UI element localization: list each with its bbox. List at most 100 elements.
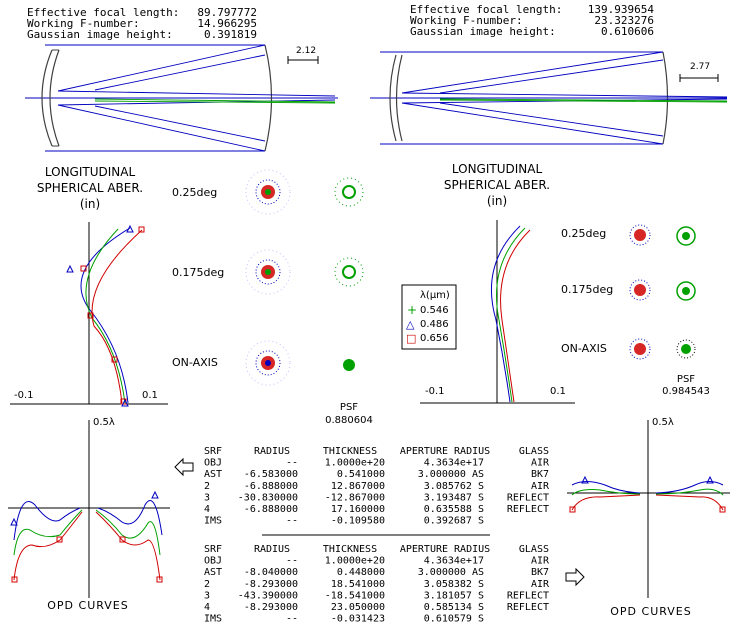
table-cell: 3 xyxy=(204,492,210,503)
left-lsa-marker-red-4 xyxy=(111,356,118,363)
right-scale-label: 2.77 xyxy=(690,62,710,72)
left-efl-label: Effective focal length: xyxy=(27,6,179,19)
table-cell: REFLECT xyxy=(507,492,549,503)
table-cell: AIR xyxy=(531,556,550,567)
table-cell: 4 xyxy=(204,602,210,613)
right-lsa-units: (in) xyxy=(487,194,507,208)
right-field-label-1: 0.25deg xyxy=(561,227,606,240)
table-header: THICKNESS xyxy=(323,544,377,555)
table-cell: -8.293000 xyxy=(244,579,298,590)
left-psf-value: 0.880604 xyxy=(325,415,373,426)
left-primary-mirror xyxy=(264,44,273,152)
right-fno-value: 23.323276 xyxy=(594,14,654,27)
table-2: SRF RADIUS THICKNESS APERTURE RADIUS GLASS OB… xyxy=(204,544,550,625)
table-cell: IMS xyxy=(204,614,222,625)
left-lsa-plot xyxy=(10,222,168,407)
table-cell: -- xyxy=(286,614,298,625)
left-lsa-marker-red-3 xyxy=(87,312,94,319)
right-gih-value: 0.610606 xyxy=(601,25,654,38)
right-lens-layout: 2.77 xyxy=(370,51,728,145)
left-spot-2 xyxy=(245,249,291,295)
table-cell: 0.392687 S xyxy=(424,516,484,527)
right-efl-label: Effective focal length: xyxy=(410,3,562,16)
right-psf-2 xyxy=(676,281,696,301)
right-lsa-title-1: LONGITUDINAL xyxy=(452,162,543,176)
table-header: SRF xyxy=(204,446,222,457)
table-cell: AIR xyxy=(531,579,550,590)
left-fno-label: Working F-number: xyxy=(27,17,140,30)
left-ray-fan xyxy=(45,44,336,152)
left-psf-3 xyxy=(343,359,355,371)
left-lsa-axis-max: 0.1 xyxy=(142,390,158,401)
right-field-rays xyxy=(439,98,728,103)
legend-value-0656: 0.656 xyxy=(420,333,449,344)
legend-box xyxy=(401,284,457,350)
table-cell: -43.390000 xyxy=(238,590,298,601)
left-opd-curve-red-left xyxy=(13,511,83,581)
table-cell: -30.830000 xyxy=(238,492,298,503)
table-cell: -6.888000 xyxy=(244,481,298,492)
right-lsa-plot xyxy=(420,220,575,404)
left-efl-value: 89.797772 xyxy=(197,6,257,19)
left-field-labels: 0.25deg 0.175deg ON-AXIS xyxy=(172,186,224,369)
table-cell: 1.0000e+20 xyxy=(325,458,385,469)
right-opd-curve-blue-right xyxy=(655,481,724,494)
right-spot-2 xyxy=(629,279,651,301)
right-opd-curve-red-left xyxy=(571,494,641,511)
right-opd-plot xyxy=(567,420,730,598)
left-lsa-title-2: SPHERICAL ABER. xyxy=(37,181,143,195)
right-efl-value: 139.939654 xyxy=(588,3,655,16)
table-cell: -6.583000 xyxy=(244,469,298,480)
table-cell: -12.867000 xyxy=(325,492,385,503)
table-cell: 23.050000 xyxy=(331,602,385,613)
table-header: APERTURE RADIUS xyxy=(400,544,490,555)
table-cell: 17.160000 xyxy=(331,504,385,515)
right-psf-label: PSF xyxy=(677,374,695,385)
left-opd-curve-blue-right xyxy=(97,500,163,536)
right-lens-surface-1 xyxy=(389,54,397,142)
left-opd-plot xyxy=(8,420,170,598)
table-cell: 1.0000e+20 xyxy=(325,556,385,567)
left-field-label-3: ON-AXIS xyxy=(172,356,218,369)
table-cell: 0.635588 S xyxy=(424,504,484,515)
table-cell: REFLECT xyxy=(507,504,549,515)
left-lsa-marker-blue-2 xyxy=(126,224,134,233)
left-lsa-marker-red-1 xyxy=(138,226,145,233)
left-gih-label: Gaussian image height: xyxy=(27,28,173,41)
table-header: APERTURE RADIUS xyxy=(400,446,490,457)
left-lsa-curve-0656 xyxy=(91,229,143,404)
right-spot-diagrams xyxy=(629,224,696,360)
table-cell: -- xyxy=(286,516,298,527)
table-cell: AST xyxy=(204,567,222,578)
table-cell: AIR xyxy=(531,481,550,492)
table-header: RADIUS xyxy=(254,446,290,457)
left-field-label-1: 0.25deg xyxy=(172,186,217,199)
right-field-label-2: 0.175deg xyxy=(561,283,613,296)
left-lsa-title-1: LONGITUDINAL xyxy=(45,165,136,179)
table-cell: REFLECT xyxy=(507,602,549,613)
right-gih-label: Gaussian image height: xyxy=(410,25,556,38)
table-header: GLASS xyxy=(519,544,549,555)
table-cell: 0.541000 xyxy=(337,469,385,480)
table-cell: 3.085762 S xyxy=(424,481,484,492)
table-cell: OBJ xyxy=(204,458,222,469)
right-opd-curve-green-right xyxy=(655,488,724,496)
table-cell: OBJ xyxy=(204,556,222,567)
left-opd-scale: 0.5λ xyxy=(93,417,115,428)
wavelength-legend: λ(μm) + 0.546 △ 0.486 □ 0.656 xyxy=(401,284,457,350)
right-lsa-title: LONGITUDINAL SPHERICAL ABER. (in) xyxy=(444,162,550,208)
right-field-label-3: ON-AXIS xyxy=(561,342,607,355)
left-field-rays xyxy=(94,98,336,104)
left-opd-label: OPD CURVES xyxy=(47,599,129,612)
right-header: Effective focal length: 139.939654 Worki… xyxy=(410,3,654,38)
right-lsa-curve-0486 xyxy=(490,225,521,403)
left-spot-1 xyxy=(245,169,291,215)
arrow-right-icon xyxy=(565,567,585,587)
right-lsa-axis-max: 0.1 xyxy=(550,386,566,397)
legend-symbol-0486: △ xyxy=(406,318,415,331)
left-lsa-axis-min: -0.1 xyxy=(14,390,34,401)
table-header: GLASS xyxy=(519,446,549,457)
left-lsa-units: (in) xyxy=(80,197,100,211)
right-ray-fan xyxy=(380,51,728,145)
table-cell: -- xyxy=(286,458,298,469)
